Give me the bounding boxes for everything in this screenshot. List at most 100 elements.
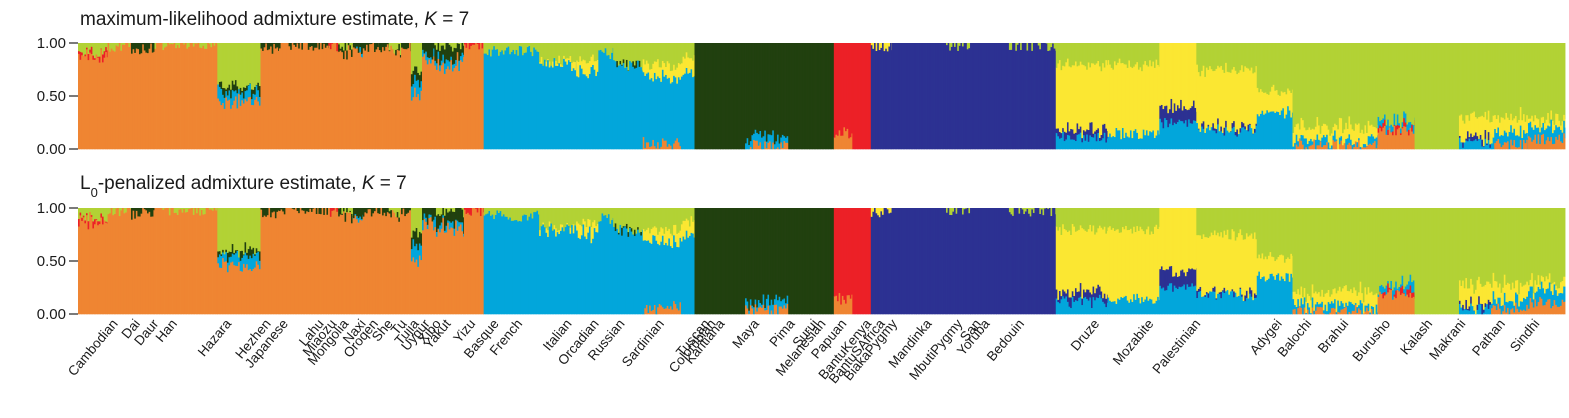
strip-orange	[150, 43, 153, 150]
strip-navy	[983, 43, 986, 150]
strip-yellow	[1055, 226, 1058, 290]
strip-navy	[1236, 129, 1239, 137]
strip-lightgreen	[1353, 208, 1356, 288]
strip-orange	[176, 44, 179, 150]
population-block-mongolia	[338, 208, 354, 315]
strip-lightgreen	[1263, 43, 1266, 93]
strip-lightgreen	[1065, 43, 1068, 63]
strip-navy	[1465, 138, 1468, 141]
strip-lightgreen	[204, 43, 207, 49]
strip-blue	[459, 222, 462, 225]
strip-navy	[907, 208, 910, 315]
strip-orange	[1516, 147, 1519, 150]
population-block-adygei	[1256, 208, 1293, 315]
strip-lightgreen	[97, 43, 100, 57]
strip-orange	[217, 98, 220, 150]
strip-lightgreen	[1107, 43, 1110, 61]
strip-blue	[687, 73, 690, 150]
strip-orange	[1531, 141, 1534, 150]
population-block-mandinka	[946, 208, 972, 315]
strip-lightgreen	[1407, 43, 1410, 123]
strip-lightgreen	[1432, 43, 1435, 150]
strip-blue	[660, 241, 663, 306]
strip-orange	[674, 140, 677, 150]
strip-lightgreen	[553, 208, 556, 226]
strip-yellow	[872, 43, 875, 49]
strip-blue	[1403, 288, 1406, 293]
strip-yellow	[1112, 69, 1115, 137]
strip-yellow	[1244, 66, 1247, 127]
strip-orange	[753, 139, 756, 150]
strip-darkgreen	[402, 43, 405, 49]
strip-blue	[641, 70, 644, 150]
strip-yellow	[1343, 129, 1346, 144]
strip-yellow	[1319, 296, 1322, 304]
strip-orange	[1372, 142, 1375, 150]
strip-yellow	[1556, 288, 1559, 296]
strip-orange	[135, 48, 138, 150]
strip-darkgreen	[744, 208, 746, 315]
strip-lightgreen	[448, 208, 451, 212]
strip-navy	[1044, 208, 1047, 315]
strip-blue	[1326, 134, 1329, 143]
strip-orange	[339, 50, 342, 150]
strip-lightgreen	[1420, 43, 1423, 150]
strip-blue	[437, 51, 440, 59]
strip-yellow	[660, 67, 663, 82]
strip-yellow	[1537, 118, 1540, 128]
strip-lightgreen	[595, 208, 598, 227]
strip-orange	[369, 43, 372, 150]
strip-yellow	[1271, 86, 1274, 112]
strip-lightgreen	[1564, 43, 1566, 120]
strip-navy	[966, 49, 969, 150]
strip-lightgreen	[1103, 43, 1106, 68]
strip-blue	[1123, 137, 1126, 150]
strip-yellow	[1126, 67, 1129, 137]
strip-darkgreen	[810, 43, 813, 150]
strip-navy	[985, 208, 988, 315]
strip-blue	[1129, 130, 1132, 150]
strip-blue	[1316, 134, 1319, 146]
strip-yellow	[1105, 59, 1108, 129]
strip-yellow	[1370, 291, 1373, 307]
strip-orange	[324, 47, 327, 150]
strip-blue	[435, 231, 438, 237]
strip-lightgreen	[1157, 208, 1160, 229]
strip-red	[863, 208, 866, 315]
strip-navy	[955, 43, 958, 150]
strip-orange	[162, 209, 165, 315]
strip-orange	[1380, 293, 1383, 315]
strip-blue	[1327, 142, 1330, 150]
population-block-naxi	[352, 208, 364, 315]
strip-lightgreen	[1346, 43, 1349, 129]
strip-darkgreen	[137, 43, 140, 50]
strip-darkgreen	[134, 208, 137, 219]
strip-yellow	[1534, 114, 1537, 126]
strip-blue	[1107, 297, 1110, 315]
strip-lightgreen	[1545, 43, 1548, 120]
strip-yellow	[668, 63, 671, 78]
strip-orange	[445, 68, 448, 150]
strip-blue	[1236, 296, 1239, 315]
strip-orange	[463, 209, 466, 315]
strip-lightgreen	[1390, 43, 1393, 125]
strip-navy	[937, 43, 940, 150]
strip-lightgreen	[668, 208, 671, 229]
strip-blue	[1210, 291, 1213, 315]
strip-lightgreen	[555, 208, 558, 229]
strip-lightgreen	[1071, 43, 1074, 66]
strip-lightgreen	[204, 208, 207, 215]
strip-lightgreen	[1537, 208, 1540, 276]
strip-lightgreen	[1358, 43, 1361, 124]
strip-orange	[417, 266, 420, 315]
strip-lightgreen	[390, 208, 393, 211]
strip-lightgreen	[1419, 43, 1422, 150]
strip-lightgreen	[1271, 43, 1274, 87]
strip-blue	[425, 217, 428, 222]
strip-lightgreen	[671, 43, 674, 71]
strip-yellow	[1228, 238, 1231, 295]
strip-yellow	[653, 61, 656, 73]
strip-red	[1404, 122, 1407, 127]
strip-blue	[1231, 290, 1234, 315]
strip-orange	[398, 221, 401, 315]
